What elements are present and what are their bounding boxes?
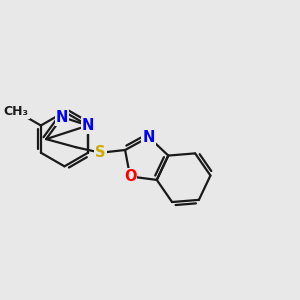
Text: N: N [142, 130, 155, 145]
Text: S: S [95, 145, 106, 160]
Text: O: O [124, 169, 136, 184]
Text: N: N [82, 118, 94, 133]
Text: CH₃: CH₃ [4, 105, 29, 118]
Text: N: N [56, 110, 68, 124]
